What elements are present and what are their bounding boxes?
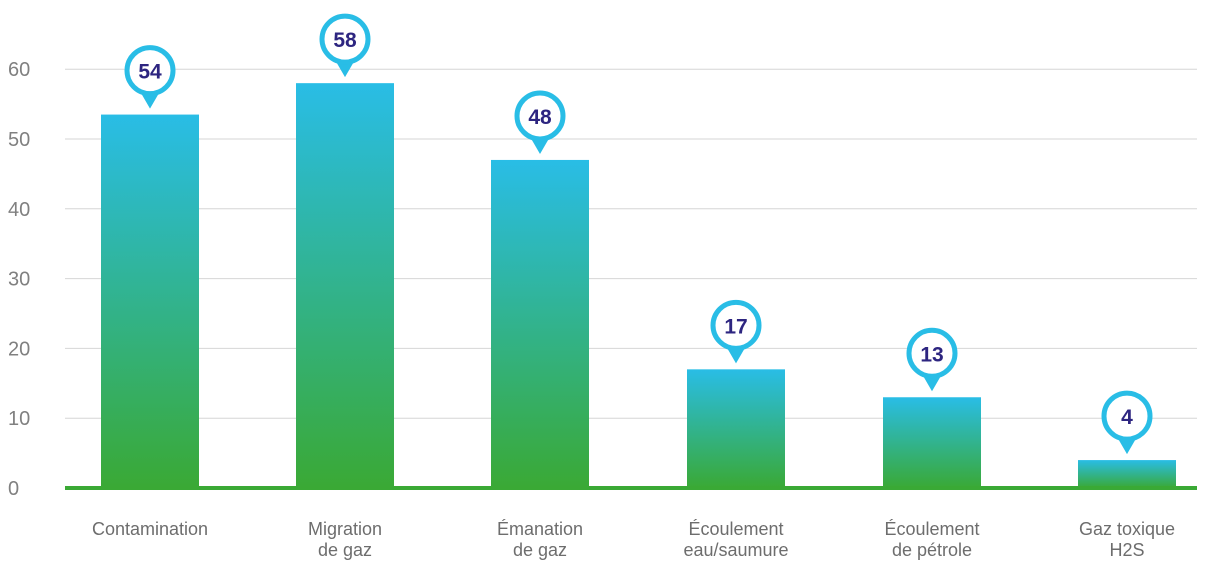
bar xyxy=(296,83,394,488)
value-marker: 4 xyxy=(1101,390,1153,455)
bar xyxy=(491,159,589,488)
bar xyxy=(883,397,981,488)
y-tick-label: 60 xyxy=(8,59,30,81)
value-markers: 54 58 48 17 13 4 xyxy=(124,13,1153,455)
data-label: 17 xyxy=(724,315,747,338)
y-tick-label: 20 xyxy=(8,338,30,360)
marker-circle xyxy=(124,45,176,97)
value-marker: 54 xyxy=(124,45,176,109)
x-tick-label: Émanation de gaz xyxy=(497,519,583,560)
y-tick-label: 50 xyxy=(8,129,30,151)
x-tick-label: Contamination xyxy=(92,519,208,539)
y-tick-label: 0 xyxy=(8,478,19,500)
data-label: 54 xyxy=(138,61,162,84)
value-marker: 58 xyxy=(319,13,371,78)
marker-circle xyxy=(1101,390,1153,442)
data-label: 4 xyxy=(1121,406,1133,429)
data-label: 48 xyxy=(528,106,552,129)
bar xyxy=(1078,460,1176,488)
category-labels: Contamination Migration de gaz Émanation de … xyxy=(92,519,1175,560)
data-label: 13 xyxy=(920,343,943,366)
bars xyxy=(101,83,1176,488)
bar xyxy=(687,369,785,488)
y-tick-label: 40 xyxy=(8,199,30,221)
gridlines xyxy=(65,68,1197,419)
bar xyxy=(101,114,199,488)
marker-circle xyxy=(514,90,566,142)
x-tick-label: Écoulement de pétrole xyxy=(884,519,979,560)
data-label: 58 xyxy=(333,29,357,52)
value-marker: 48 xyxy=(514,90,566,154)
y-tick-label: 10 xyxy=(8,408,30,430)
marker-circle xyxy=(710,299,762,351)
marker-circle xyxy=(906,327,958,379)
x-tick-label: Gaz toxique H2S xyxy=(1079,519,1175,560)
marker-circle xyxy=(319,13,371,65)
y-axis-ticks: 0 10 20 30 40 50 60 xyxy=(8,59,30,500)
value-marker: 13 xyxy=(906,327,958,392)
y-tick-label: 30 xyxy=(8,269,30,291)
value-marker: 17 xyxy=(710,299,762,364)
x-tick-label: Migration de gaz xyxy=(308,519,382,560)
x-tick-label: Écoulement eau/saumure xyxy=(683,519,788,560)
